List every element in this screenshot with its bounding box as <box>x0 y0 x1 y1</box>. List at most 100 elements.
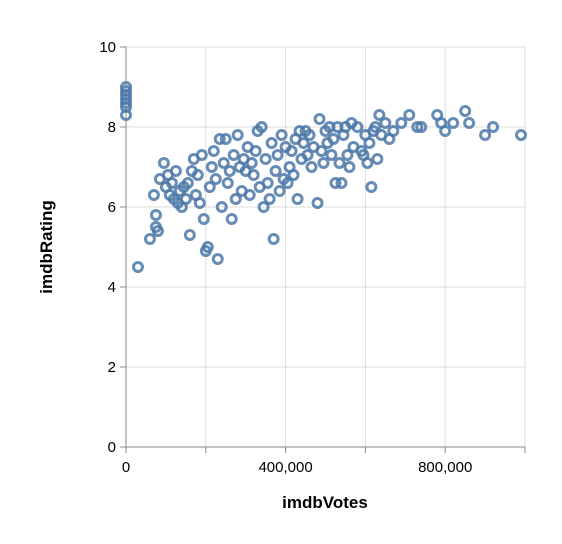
data-point <box>211 253 224 265</box>
data-point <box>271 149 284 161</box>
data-point <box>341 149 354 161</box>
data-point <box>479 129 492 141</box>
data-point <box>327 133 340 145</box>
data-point <box>317 157 330 169</box>
data-point <box>157 157 170 169</box>
data-point <box>181 177 194 189</box>
data-point <box>265 137 278 149</box>
data-point <box>243 189 256 201</box>
data-point <box>305 161 318 173</box>
data-point <box>387 125 400 137</box>
data-point <box>515 129 528 141</box>
data-point <box>245 157 258 169</box>
x-tick-label: 800,000 <box>418 459 472 476</box>
data-point <box>169 165 182 177</box>
data-point <box>463 117 476 129</box>
data-point <box>193 197 206 209</box>
data-point <box>263 193 276 205</box>
data-point <box>285 145 298 157</box>
data-point <box>221 177 234 189</box>
data-point <box>247 169 260 181</box>
data-point <box>259 153 272 165</box>
data-point <box>379 117 392 129</box>
y-tick-label: 10 <box>99 39 116 56</box>
data-point <box>151 225 164 237</box>
data-point <box>205 161 218 173</box>
data-point <box>197 213 210 225</box>
y-tick-label: 8 <box>108 119 116 136</box>
data-point <box>215 201 228 213</box>
data-point <box>301 149 314 161</box>
data-point <box>227 149 240 161</box>
data-point <box>219 133 232 145</box>
y-tick-label: 6 <box>108 199 116 216</box>
data-point <box>261 177 274 189</box>
y-tick-label: 2 <box>108 359 116 376</box>
data-point <box>143 233 156 245</box>
data-point <box>191 169 204 181</box>
y-tick-label: 4 <box>108 279 116 296</box>
data-point <box>201 241 214 253</box>
data-point <box>343 161 356 173</box>
data-point <box>273 185 286 197</box>
data-point <box>311 197 324 209</box>
data-point <box>365 181 378 193</box>
data-point <box>183 229 196 241</box>
data-point <box>313 113 326 125</box>
data-point <box>203 181 216 193</box>
data-point <box>275 129 288 141</box>
data-point <box>179 193 192 205</box>
data-point <box>369 121 382 133</box>
data-point <box>120 109 132 121</box>
data-point <box>315 145 328 157</box>
axes: 0 400,000 800,000 0 2 4 6 8 10 <box>99 39 526 476</box>
data-point <box>147 189 160 201</box>
data-point <box>351 121 364 133</box>
data-point <box>439 125 452 137</box>
data-point <box>255 121 268 133</box>
data-point <box>165 177 178 189</box>
data-points <box>120 81 528 273</box>
data-point <box>395 117 408 129</box>
data-point <box>459 105 472 117</box>
data-point <box>415 121 428 133</box>
data-point <box>231 129 244 141</box>
data-point <box>371 153 384 165</box>
data-point <box>249 145 262 157</box>
data-point <box>293 125 306 137</box>
data-point <box>411 121 424 133</box>
data-point <box>131 261 144 273</box>
data-point <box>195 149 208 161</box>
data-point <box>287 169 300 181</box>
data-point <box>403 109 416 121</box>
data-point <box>229 193 242 205</box>
data-point <box>447 117 460 129</box>
data-point <box>373 109 386 121</box>
grid-lines <box>125 46 526 448</box>
y-axis-title: imdbRating <box>37 200 56 294</box>
data-point <box>207 145 220 157</box>
data-point <box>223 165 236 177</box>
x-tick-label: 0 <box>122 459 130 476</box>
x-tick-label: 400,000 <box>258 459 312 476</box>
data-point <box>257 201 270 213</box>
data-point <box>217 157 230 169</box>
data-point <box>329 177 342 189</box>
data-point <box>487 121 500 133</box>
data-point <box>267 233 280 245</box>
data-point <box>149 209 162 221</box>
data-point <box>209 173 222 185</box>
data-point <box>269 165 282 177</box>
data-point <box>333 157 346 169</box>
data-point <box>281 177 294 189</box>
data-point <box>291 193 304 205</box>
data-point <box>297 137 310 149</box>
data-point <box>325 149 338 161</box>
data-point <box>361 157 374 169</box>
data-point <box>363 137 376 149</box>
data-point <box>335 177 348 189</box>
data-point <box>213 133 226 145</box>
data-point <box>225 213 238 225</box>
x-axis-title: imdbVotes <box>282 493 368 512</box>
